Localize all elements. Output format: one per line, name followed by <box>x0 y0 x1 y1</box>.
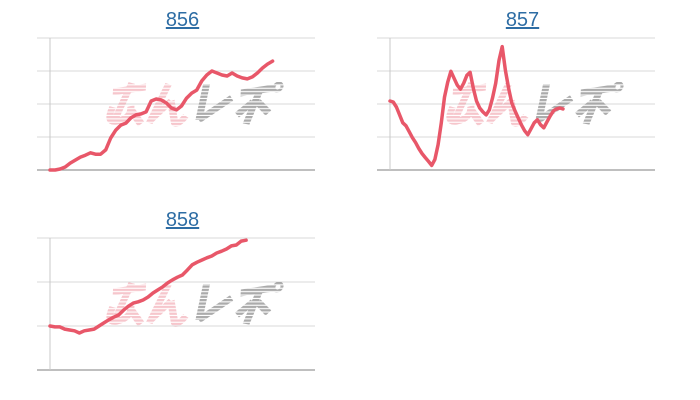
series-line <box>48 59 275 172</box>
chart-856: 856 みんレポ <box>20 4 320 194</box>
chart-857-plot <box>377 37 655 171</box>
watermark-text: みんレポ <box>20 204 21 205</box>
chart-858: 858 みんレポ <box>20 204 320 394</box>
watermark-text: みんレポ <box>20 4 21 5</box>
chart-857: 857 みんレポ <box>360 4 660 194</box>
chart-858-link[interactable]: 858 <box>165 209 200 231</box>
watermark-text: みんレポ <box>360 4 361 5</box>
chart-856-link[interactable]: 856 <box>165 9 200 31</box>
series-line <box>48 238 248 335</box>
series-line <box>388 44 565 168</box>
chart-857-link[interactable]: 857 <box>505 9 540 31</box>
chart-858-plot <box>37 237 315 371</box>
chart-856-plot <box>37 37 315 172</box>
